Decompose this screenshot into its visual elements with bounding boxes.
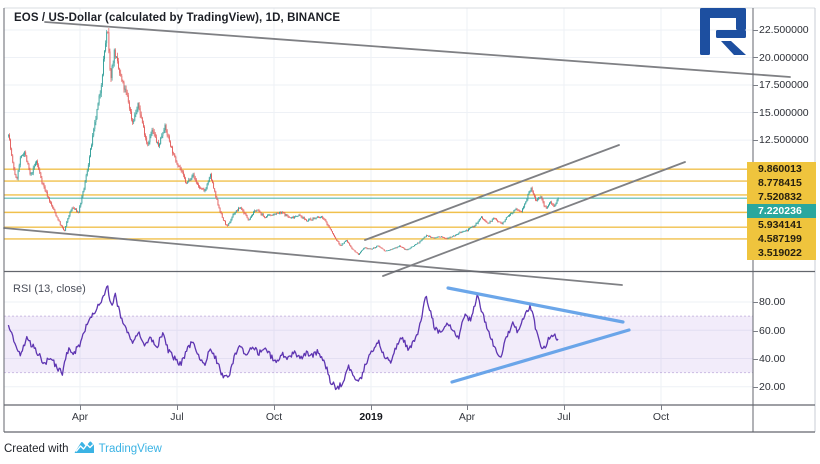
- price-level-badge: 8.778415: [747, 176, 816, 190]
- rsi-tick-label: 80.00: [759, 296, 786, 308]
- price-tick-dash: [753, 30, 758, 31]
- time-tick-dash: [80, 405, 81, 410]
- created-with-text: Created with: [4, 442, 69, 455]
- price-tick-dash: [753, 85, 758, 86]
- rsi-tick-dash: [753, 331, 758, 332]
- tradingview-brand-link[interactable]: TradingView: [98, 442, 162, 455]
- rsi-tick-label: 60.00: [759, 325, 786, 337]
- price-tick-dash: [753, 57, 758, 58]
- price-level-badge: 5.934141: [747, 218, 816, 232]
- attribution: Created with TradingView: [4, 440, 162, 457]
- rsi-tick-label: 40.00: [759, 353, 786, 365]
- time-tick-label-year: 2019: [359, 411, 383, 423]
- current-price-badge: 7.220236: [747, 204, 816, 218]
- tradingview-mountain-icon: [73, 440, 95, 457]
- rsi-tick-dash: [753, 359, 758, 360]
- tradingview-watermark-icon: [700, 8, 746, 61]
- time-tick-label: Jul: [557, 411, 571, 423]
- price-level-badge: 4.587199: [747, 232, 816, 246]
- chart-title: EOS / US-Dollar (calculated by TradingVi…: [14, 12, 341, 24]
- rsi-tick-dash: [753, 387, 758, 388]
- time-tick-dash: [661, 405, 662, 410]
- price-tick-dash: [753, 140, 758, 141]
- price-tick-label: 20.000000: [759, 51, 809, 64]
- time-tick-dash: [274, 405, 275, 410]
- price-level-badge: 9.860013: [747, 162, 816, 176]
- rsi-indicator-label: RSI (13, close): [13, 283, 86, 295]
- time-tick-dash: [467, 405, 468, 410]
- price-level-badge: 7.520832: [747, 190, 816, 204]
- time-tick-label: Oct: [652, 411, 670, 423]
- time-tick-label: Jul: [170, 411, 184, 423]
- price-tick-label: 22.500000: [759, 24, 809, 36]
- price-tick-label: 15.000000: [759, 106, 809, 119]
- price-tick-label: 17.500000: [759, 79, 809, 91]
- price-tick-dash: [753, 112, 758, 113]
- price-level-badge: 3.519022: [747, 246, 816, 260]
- time-tick-dash: [564, 405, 565, 410]
- price-tick-label: 12.500000: [759, 134, 809, 146]
- rsi-tick-dash: [753, 302, 758, 303]
- time-tick-label: Oct: [265, 411, 283, 423]
- time-tick-dash: [177, 405, 178, 410]
- time-tick-label: Apr: [71, 411, 89, 423]
- time-tick-dash: [371, 405, 372, 410]
- time-tick-label: Apr: [458, 411, 476, 423]
- rsi-tick-label: 20.00: [759, 381, 786, 393]
